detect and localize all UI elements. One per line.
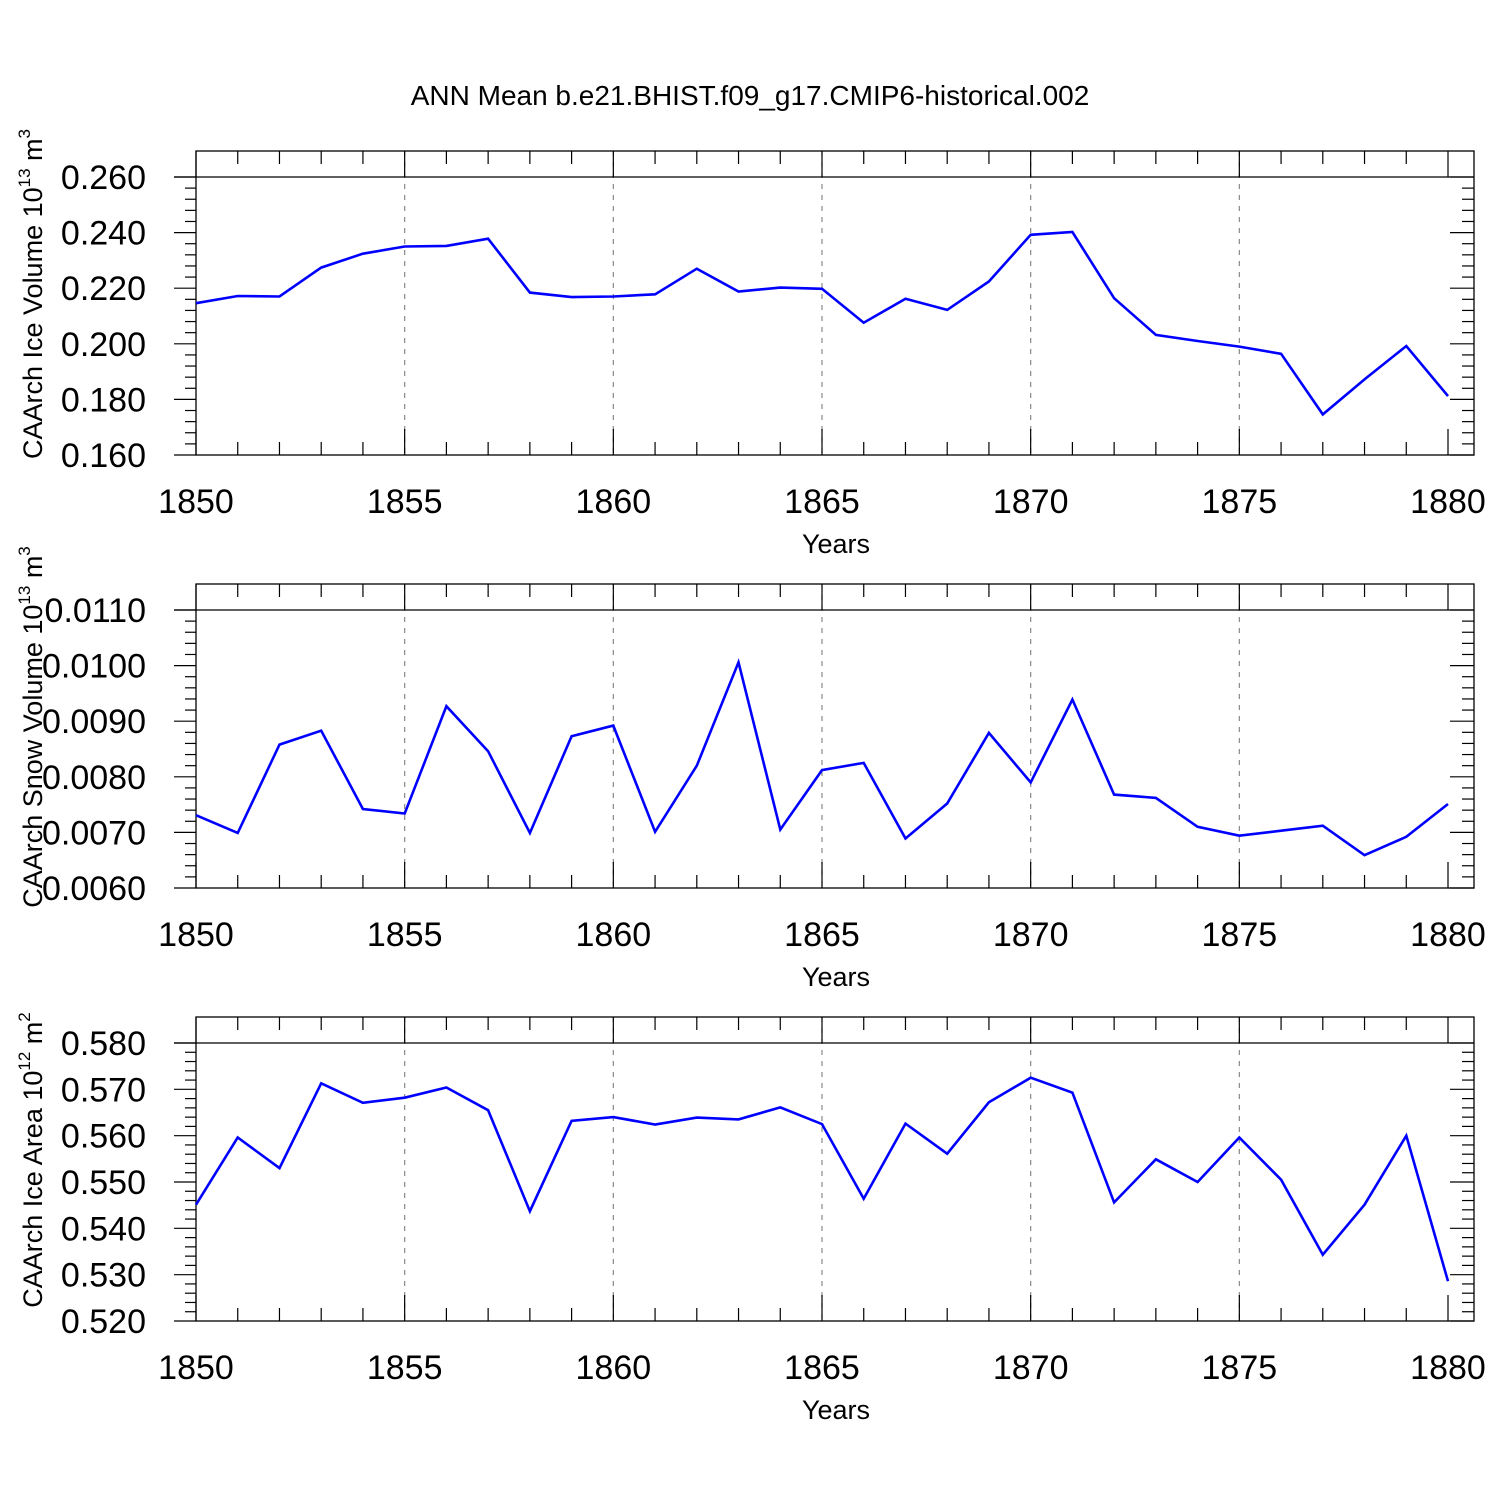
x-tick-label: 1860 [576, 483, 652, 521]
x-tick-label: 1865 [784, 483, 860, 521]
y-tick-label: 0.530 [61, 1257, 146, 1295]
x-tick-label: 1855 [367, 483, 443, 521]
x-tick-label: 1860 [576, 916, 652, 954]
x-tick-label: 1865 [784, 916, 860, 954]
y-tick-label: 0.160 [61, 437, 146, 475]
x-tick-label: 1880 [1410, 1349, 1486, 1387]
x-tick-label: 1855 [367, 916, 443, 954]
y-axis-title-unit: m [18, 556, 48, 586]
x-tick-label: 1850 [158, 916, 234, 954]
y-axis-title-main: CAArch Snow Volume 10 [18, 605, 48, 908]
series-line [195, 658, 1449, 857]
y-axis-title: CAArch Snow Volume 1013 m3 [15, 546, 48, 908]
y-tick-label: 0.520 [61, 1303, 146, 1341]
x-tick-label: 1870 [993, 483, 1069, 521]
y-tick-label: 0.220 [61, 270, 146, 308]
y-axis-title-unit-exponent: 2 [15, 1012, 34, 1021]
y-tick-label: 0.0090 [42, 703, 146, 741]
x-tick-label: 1880 [1410, 483, 1486, 521]
x-tick-label: 1865 [784, 1349, 860, 1387]
series-line [195, 230, 1449, 417]
panel-3: 0.520 0.530 0.540 0.550 0.560 0.570 0.580 1850 1… [15, 1012, 1486, 1425]
y-tick-label: 0.0100 [42, 648, 146, 686]
y-tick-label: 0.0060 [42, 870, 146, 908]
y-axis-title-exponent: 13 [15, 586, 34, 605]
x-axis-title: Years [802, 1395, 870, 1425]
x-tick-label: 1875 [1202, 916, 1278, 954]
x-axis-title: Years [802, 962, 870, 992]
y-tick-label: 0.0080 [42, 759, 146, 797]
x-tick-label: 1850 [158, 483, 234, 521]
panels: 0.160 0.180 0.200 0.220 0.240 0.260 1850 1855 18… [15, 129, 1486, 1425]
plot-frame [195, 1016, 1475, 1322]
y-tick-label: 0.200 [61, 326, 146, 364]
x-tick-label: 1870 [993, 1349, 1069, 1387]
y-axis-title-unit-exponent: 3 [15, 129, 34, 138]
y-axis-title-unit-exponent: 3 [15, 546, 34, 555]
y-tick-label: 0.0070 [42, 814, 146, 852]
x-tick-label: 1875 [1202, 1349, 1278, 1387]
y-tick-label: 0.550 [61, 1164, 146, 1202]
x-tick-label: 1850 [158, 1349, 234, 1387]
panel-2: 0.0060 0.0070 0.0080 0.0090 0.0100 0.0110 1850… [15, 546, 1486, 992]
x-tick-label: 1860 [576, 1349, 652, 1387]
y-tick-label: 0.580 [61, 1025, 146, 1063]
y-tick-label: 0.560 [61, 1118, 146, 1156]
y-axis-title-unit: m [18, 1022, 48, 1052]
y-axis-title-main: CAArch Ice Area 10 [18, 1071, 48, 1308]
y-axis-title-unit: m [18, 138, 48, 168]
x-tick-label: 1855 [367, 1349, 443, 1387]
y-axis-title: CAArch Ice Area 1012 m2 [15, 1012, 48, 1308]
y-tick-label: 0.180 [61, 381, 146, 419]
chart-title: ANN Mean b.e21.BHIST.f09_g17.CMIP6-histo… [411, 80, 1090, 111]
series-line [194, 1076, 1450, 1282]
y-axis-title: CAArch Ice Volume 1013 m3 [15, 129, 48, 459]
y-tick-label: 0.570 [61, 1071, 146, 1109]
x-tick-label: 1880 [1410, 916, 1486, 954]
plot-frame [195, 150, 1475, 456]
y-axis-title-exponent: 12 [15, 1052, 34, 1071]
y-tick-label: 0.240 [61, 215, 146, 253]
y-tick-label: 0.540 [61, 1210, 146, 1248]
y-axis-title-main: CAArch Ice Volume 10 [18, 187, 48, 459]
x-tick-label: 1870 [993, 916, 1069, 954]
y-tick-label: 0.260 [61, 159, 146, 197]
y-tick-label: 0.0110 [45, 592, 146, 630]
panel-1: 0.160 0.180 0.200 0.220 0.240 0.260 1850 1855 18… [15, 129, 1486, 559]
plot-frame [195, 583, 1475, 889]
x-tick-label: 1875 [1202, 483, 1278, 521]
y-axis-title-exponent: 13 [15, 168, 34, 187]
x-axis-title: Years [802, 529, 870, 559]
